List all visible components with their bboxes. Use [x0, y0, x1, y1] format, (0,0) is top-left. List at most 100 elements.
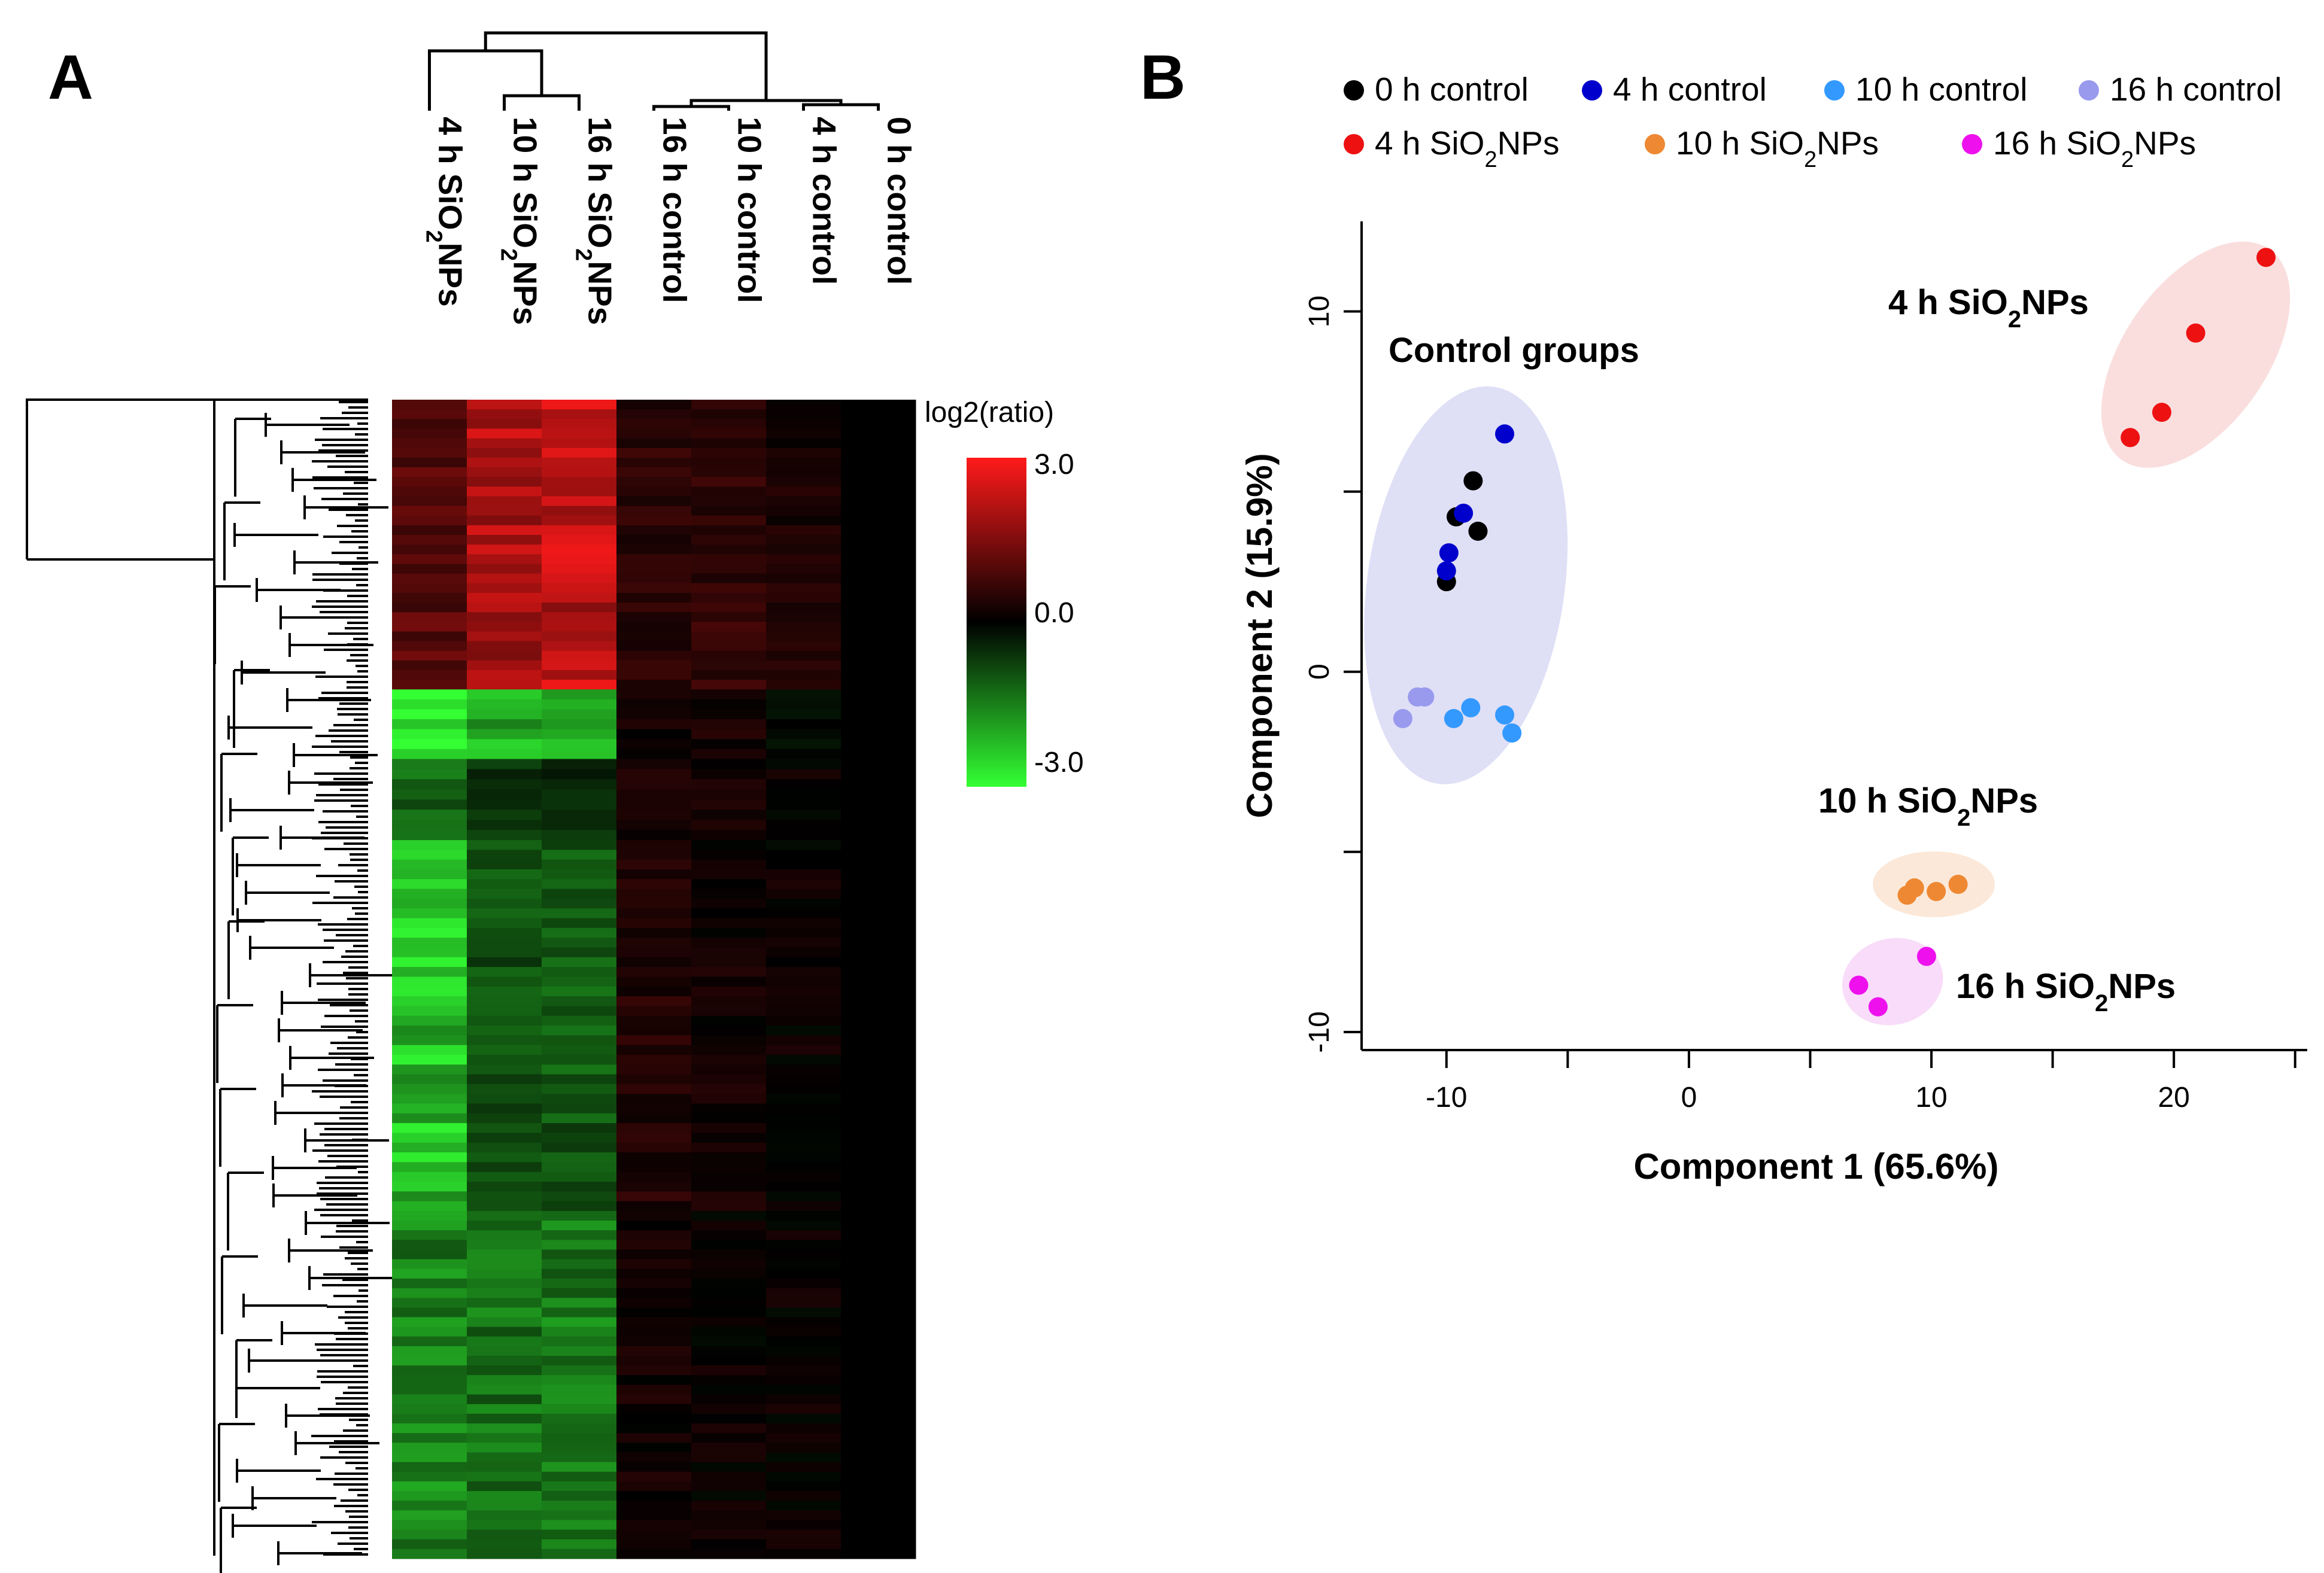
x-tick-label: 10: [1915, 1082, 1947, 1113]
heatmap-block-2-col-1: [467, 759, 542, 841]
group-label-2: 10 h SiO2NPs: [1818, 781, 2038, 831]
heatmap-block-0-col-6: [841, 400, 916, 690]
heatmap-block-3-col-6: [841, 840, 916, 1212]
point-1-2: [1436, 561, 1456, 581]
legend-label: 10 h SiO2NPs: [1676, 124, 1879, 172]
point-4-3: [2121, 428, 2140, 448]
point-4-2: [2152, 403, 2171, 422]
legend-marker: [1962, 134, 1982, 154]
heatmap-block-1-col-5: [766, 689, 841, 760]
control-groups-ellipse: [1364, 386, 1568, 784]
4h-sio2nps-ellipse: [2101, 241, 2290, 468]
legend-label: 4 h control: [1613, 71, 1767, 108]
column-label-6: 0 h control: [881, 117, 918, 285]
heatmap-block-3-col-5: [766, 840, 841, 1212]
heatmap-block-0-col-1: [467, 400, 542, 690]
series-2: [1444, 698, 1522, 743]
point-1-3: [1454, 503, 1474, 523]
row-dendrogram-branches: [26, 398, 394, 1573]
legend-item-3: 16 h control: [2079, 71, 2282, 108]
heatmap-block-2-col-4: [691, 759, 767, 841]
series-5: [1897, 875, 1968, 905]
series-1: [1436, 424, 1515, 581]
heatmap-block-4-col-4: [691, 1210, 767, 1559]
heatmap-block-0-col-5: [766, 400, 841, 690]
heatmap-block-1-col-0: [392, 689, 467, 760]
legend-label: 16 h SiO2NPs: [1993, 124, 2196, 172]
pca-legend: 0 h control 4 h control 10 h control 16 h c…: [1344, 71, 2282, 172]
point-2-0: [1444, 709, 1463, 728]
column-dendrogram-branch-5: [484, 31, 768, 101]
point-6-0: [1916, 947, 1936, 966]
legend-label: 4 h SiO2NPs: [1375, 124, 1559, 172]
y-tick-label: -10: [1304, 1011, 1335, 1052]
heatmap-block-2-col-5: [766, 759, 841, 841]
heatmap-block-4-col-1: [467, 1210, 542, 1559]
heatmap-block-0-col-3: [616, 400, 692, 690]
group-label-3: 16 h SiO2NPs: [1956, 967, 2176, 1017]
heatmap-block-0-col-2: [542, 400, 617, 690]
heatmap-block-4-col-5: [766, 1210, 841, 1559]
point-3-2: [1415, 687, 1435, 707]
legend-item-0: 0 h control: [1344, 71, 1529, 108]
heatmap-block-0-col-0: [392, 400, 467, 690]
panel-a-letter: A: [48, 42, 93, 112]
heatmap-block-1-col-3: [616, 689, 692, 760]
heatmap-block-0-col-4: [691, 400, 767, 690]
legend-marker: [1645, 134, 1665, 154]
column-label-5: 4 h control: [806, 117, 843, 285]
point-1-0: [1495, 424, 1515, 444]
heatmap-block-4-col-6: [841, 1210, 916, 1559]
legend-item-6: 16 h SiO2NPs: [1962, 124, 2196, 172]
x-tick-label: -10: [1426, 1082, 1467, 1113]
legend-marker: [2079, 80, 2099, 101]
legend-marker: [1344, 80, 1364, 101]
y-axis-title: Component 2 (15.9%): [1240, 453, 1280, 818]
point-2-3: [1502, 723, 1522, 743]
point-4-1: [2186, 323, 2205, 343]
column-dendrogram: [428, 31, 880, 111]
group-label-1: 4 h SiO2NPs: [1888, 283, 2089, 333]
column-labels: 4 h SiO2NPs 10 h SiO2NPs 16 h SiO2NPs 16 h …: [421, 117, 918, 325]
heatmap-block-1-col-6: [841, 689, 916, 760]
column-label-2: 16 h SiO2NPs: [571, 117, 619, 325]
group-label-0: Control groups: [1389, 331, 1639, 370]
legend-item-5: 10 h SiO2NPs: [1645, 124, 1879, 172]
heatmap-block-1-col-2: [542, 689, 617, 760]
heatmap-block-3-col-0: [392, 840, 467, 1212]
legend-title: log2(ratio): [925, 397, 1054, 428]
legend-tick-mid: 0.0: [1034, 597, 1074, 629]
heatmap-block-3-col-3: [616, 840, 692, 1212]
heatmap-block-1-col-4: [691, 689, 767, 760]
column-label-4: 10 h control: [731, 117, 768, 303]
heatmap-block-3-col-1: [467, 840, 542, 1212]
heatmap-block-3-col-4: [691, 840, 767, 1212]
heatmap-block-3-col-2: [542, 840, 617, 1212]
y-tick-label: 10: [1304, 296, 1335, 327]
legend-item-4: 4 h SiO2NPs: [1344, 124, 1559, 172]
column-label-0: 4 h SiO2NPs: [421, 117, 469, 307]
panel-b-letter: B: [1140, 42, 1186, 112]
point-0-2: [1463, 471, 1483, 491]
point-2-2: [1495, 705, 1515, 725]
point-5-3: [1948, 875, 1968, 894]
point-0-3: [1468, 521, 1488, 541]
heatmap-block-2-col-2: [542, 759, 617, 841]
point-6-1: [1849, 975, 1869, 995]
heatmap-block-2-col-3: [616, 759, 692, 841]
point-6-2: [1868, 997, 1888, 1017]
series-4: [2121, 248, 2276, 448]
point-2-1: [1461, 698, 1481, 717]
y-tick-label: 0: [1304, 664, 1335, 680]
point-3-0: [1393, 709, 1412, 728]
legend-label: 10 h control: [1855, 71, 2027, 108]
x-axis-title: Component 1 (65.6%): [1633, 1146, 1998, 1186]
point-1-1: [1439, 543, 1459, 562]
heatmap-block-4-col-3: [616, 1210, 692, 1559]
point-5-2: [1927, 882, 1946, 902]
column-dendrogram-branch-2: [652, 105, 730, 111]
series-3: [1393, 687, 1435, 728]
column-dendrogram-branch-0: [503, 94, 581, 111]
heatmap: [392, 400, 916, 1559]
